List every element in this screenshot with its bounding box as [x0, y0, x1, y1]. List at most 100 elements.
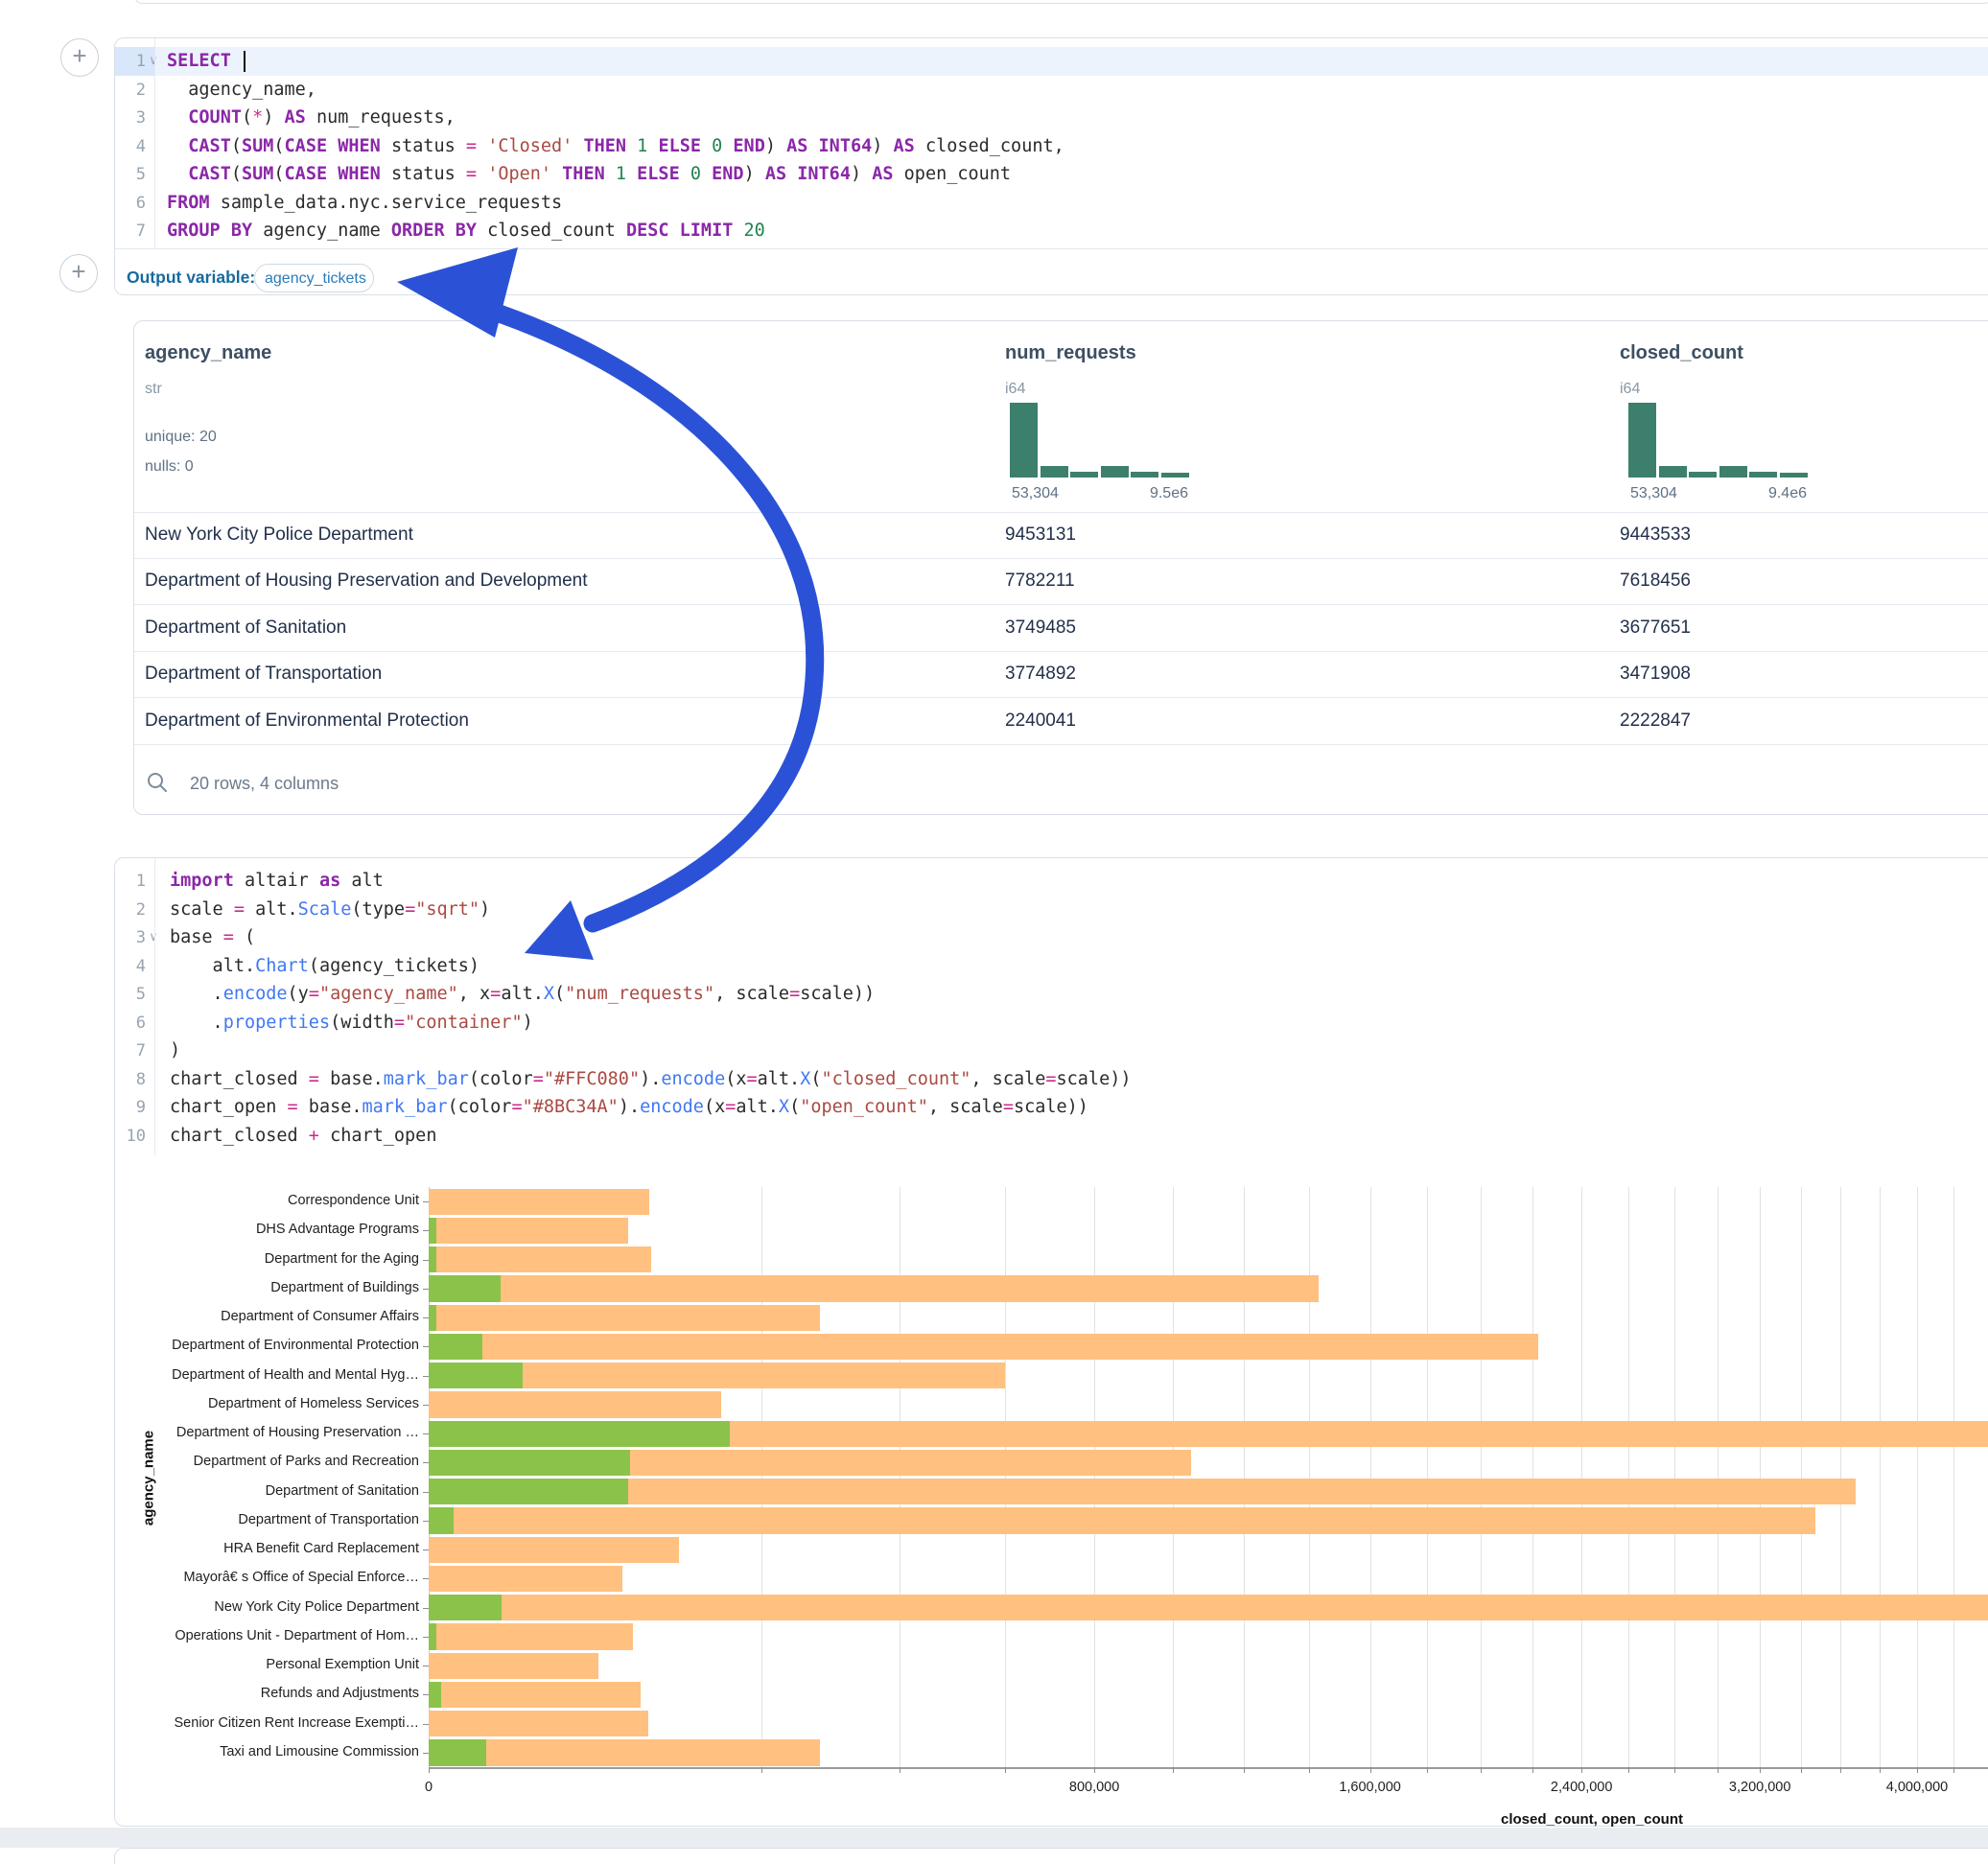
python-cell-card: 1import altair as alt2scale = alt.Scale(…: [114, 857, 1988, 1827]
cell-gap-band: [0, 1828, 1988, 1848]
histogram-bar: [1719, 466, 1747, 478]
code-line[interactable]: 7GROUP BY agency_name ORDER BY closed_co…: [115, 217, 1988, 245]
histogram-max-label-closed: 9.4e6: [1763, 485, 1807, 502]
code-line[interactable]: 3∨base = (: [115, 923, 1988, 952]
code-line[interactable]: 2 agency_name,: [115, 76, 1988, 105]
code-line[interactable]: 4 alt.Chart(agency_tickets): [115, 952, 1988, 981]
histogram-min-label-closed: 53,304: [1630, 485, 1677, 502]
histogram-bar: [1689, 472, 1717, 478]
histogram-bar: [1070, 472, 1098, 478]
line-number: 6: [115, 189, 146, 218]
column-header-num-requests[interactable]: num_requests: [1005, 342, 1136, 364]
histogram-bar: [1628, 403, 1656, 478]
table-cell-agency-name[interactable]: Department of Transportation: [145, 664, 382, 685]
histogram-bar: [1041, 466, 1068, 478]
sql-cell-card: 1∨SELECT 2 agency_name,3 COUNT(*) AS num…: [114, 37, 1988, 295]
collapse-caret-icon[interactable]: ∨: [150, 923, 157, 952]
output-variable-label: Output variable:: [127, 268, 255, 288]
histogram-bar: [1101, 466, 1129, 478]
column-stat-nulls: nulls: 0: [145, 458, 194, 476]
collapse-caret-icon[interactable]: ∨: [150, 47, 157, 76]
line-number: 1: [115, 47, 146, 76]
table-cell-closed-count[interactable]: 3677651: [1620, 617, 1691, 639]
code-line[interactable]: 8chart_closed = base.mark_bar(color="#FF…: [115, 1065, 1988, 1094]
histogram-bar: [1659, 466, 1687, 478]
line-number: 4: [115, 132, 146, 161]
column-header-closed-count[interactable]: closed_count: [1620, 342, 1743, 364]
histogram-max-label-num: 9.5e6: [1144, 485, 1188, 502]
add-cell-button-top[interactable]: +: [60, 38, 99, 77]
python-code-editor[interactable]: 1import altair as alt2scale = alt.Scale(…: [115, 858, 1988, 1155]
histogram-num-requests: [1010, 403, 1192, 478]
histogram-bar: [1749, 472, 1777, 478]
code-line[interactable]: 2scale = alt.Scale(type="sqrt"): [115, 896, 1988, 924]
line-number: 7: [115, 217, 146, 245]
code-line[interactable]: 9chart_open = base.mark_bar(color="#8BC3…: [115, 1093, 1988, 1122]
column-type-closed-count: i64: [1620, 381, 1640, 398]
code-line[interactable]: 3 COUNT(*) AS num_requests,: [115, 104, 1988, 132]
line-number: 2: [115, 896, 146, 924]
histogram-bar: [1161, 473, 1189, 478]
table-cell-agency-name[interactable]: Department of Housing Preservation and D…: [145, 571, 588, 592]
sql-code-editor[interactable]: 1∨SELECT 2 agency_name,3 COUNT(*) AS num…: [115, 38, 1988, 248]
table-cell-num-requests[interactable]: 3749485: [1005, 617, 1076, 639]
notebook-page: + + 1∨SELECT 2 agency_name,3 COUNT(*) AS…: [0, 0, 1988, 1864]
column-type-agency-name: str: [145, 381, 162, 398]
line-number: 8: [115, 1065, 146, 1094]
next-cell-card: [114, 1848, 1988, 1864]
code-line[interactable]: 1import altair as alt: [115, 867, 1988, 896]
line-number: 4: [115, 952, 146, 981]
histogram-bar: [1010, 403, 1038, 478]
row-separator: [134, 512, 1988, 513]
table-cell-num-requests[interactable]: 7782211: [1005, 571, 1075, 592]
line-number: 6: [115, 1009, 146, 1037]
column-type-num-requests: i64: [1005, 381, 1025, 398]
text-cursor: [244, 51, 246, 72]
table-cell-closed-count[interactable]: 9443533: [1620, 524, 1691, 546]
table-cell-num-requests[interactable]: 3774892: [1005, 664, 1076, 685]
row-separator: [134, 604, 1988, 605]
table-cell-agency-name[interactable]: Department of Environmental Protection: [145, 711, 469, 732]
line-number: 2: [115, 76, 146, 105]
line-number: 3: [115, 104, 146, 132]
code-line[interactable]: 6FROM sample_data.nyc.service_requests: [115, 189, 1988, 218]
table-cell-agency-name[interactable]: New York City Police Department: [145, 524, 413, 546]
column-stat-unique: unique: 20: [145, 429, 217, 446]
code-line[interactable]: 5 CAST(SUM(CASE WHEN status = 'Open' THE…: [115, 160, 1988, 189]
table-cell-agency-name[interactable]: Department of Sanitation: [145, 617, 346, 639]
output-variable-pill[interactable]: agency_tickets: [254, 264, 374, 292]
line-number: 9: [115, 1093, 146, 1122]
row-separator: [134, 558, 1988, 559]
row-separator: [134, 744, 1988, 745]
table-row-count: 20 rows, 4 columns: [190, 774, 339, 794]
add-cell-button-mid[interactable]: +: [59, 254, 98, 292]
gutter-separator: [154, 858, 155, 1155]
code-line[interactable]: 5 .encode(y="agency_name", x=alt.X("num_…: [115, 980, 1988, 1009]
line-number: 3: [115, 923, 146, 952]
search-icon[interactable]: [146, 771, 169, 794]
table-cell-num-requests[interactable]: 9453131: [1005, 524, 1076, 546]
table-cell-closed-count[interactable]: 7618456: [1620, 571, 1691, 592]
histogram-bar: [1780, 473, 1808, 478]
code-line[interactable]: 10chart_closed + chart_open: [115, 1122, 1988, 1151]
table-cell-closed-count[interactable]: 2222847: [1620, 711, 1691, 732]
cell-divider: [115, 248, 1988, 249]
row-separator: [134, 697, 1988, 698]
code-line[interactable]: 1∨SELECT: [115, 47, 1988, 76]
previous-cell-card: [133, 0, 1988, 4]
histogram-bar: [1131, 472, 1158, 478]
line-number: 5: [115, 160, 146, 189]
code-line[interactable]: 7): [115, 1037, 1988, 1065]
line-number: 1: [115, 867, 146, 896]
column-header-agency-name[interactable]: agency_name: [145, 342, 271, 364]
line-number: 10: [115, 1122, 146, 1151]
histogram-min-label-num: 53,304: [1012, 485, 1059, 502]
code-line[interactable]: 6 .properties(width="container"): [115, 1009, 1988, 1037]
histogram-closed-count: [1628, 403, 1811, 478]
code-line[interactable]: 4 CAST(SUM(CASE WHEN status = 'Closed' T…: [115, 132, 1988, 161]
table-cell-num-requests[interactable]: 2240041: [1005, 711, 1076, 732]
table-cell-closed-count[interactable]: 3471908: [1620, 664, 1691, 685]
result-table-card: agency_name str unique: 20 nulls: 0 num_…: [133, 320, 1988, 815]
line-number: 5: [115, 980, 146, 1009]
row-separator: [134, 651, 1988, 652]
